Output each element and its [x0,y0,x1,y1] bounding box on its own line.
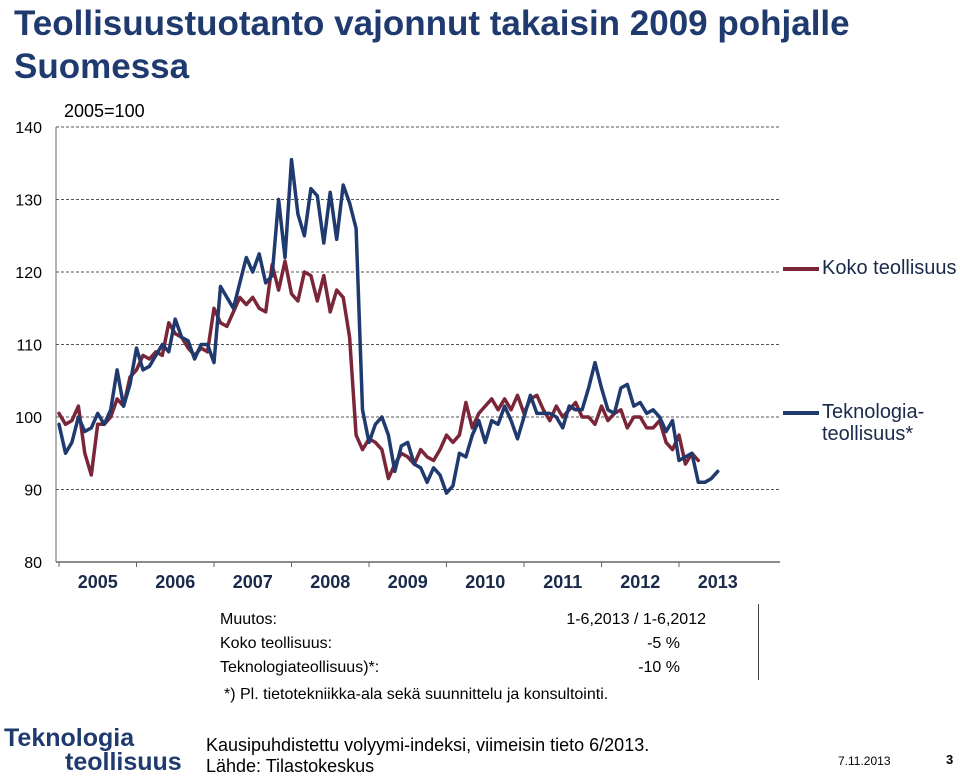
source-note-line-2: Lähde: Tilastokeskus [206,756,375,776]
logo-line-1: Teknologia [4,724,135,752]
footnote: *) Pl. tietotekniikka-ala sekä suunnitte… [224,686,609,703]
series-line-koko-teollisuus [57,259,701,481]
legend-item-koko-teollisuus: Koko teollisuus [783,257,957,279]
page-title: Teollisuustuotanto vajonnut takaisin 200… [14,4,850,86]
x-tick-label: 2006 [155,572,195,592]
change-header-value: 1-6,2013 / 1-6,2012 [566,611,706,628]
x-tick-label: 2010 [465,572,505,592]
logo-line-2: teollisuus [65,748,182,776]
change-header-label: Muutos: [220,611,277,628]
change-row-teknologia: Teknologiateollisuus)*: -10 % [220,656,740,680]
y-tick-label: 140 [15,120,42,137]
teknologiateollisuus-logo: Teknologia teollisuus [4,724,182,776]
source-note: Kausipuhdistettu volyymi-indeksi, viimei… [206,735,649,777]
change-table-header: Muutos: 1-6,2013 / 1-6,2012 [220,608,740,632]
x-tick-label: 2008 [310,572,350,592]
series-line-teknologiateollisuus [57,157,720,495]
index-base-label: 2005=100 [64,101,145,121]
page-number: 3 [946,752,954,767]
x-tick-label: 2009 [388,572,428,592]
legend-label-teknologia: Teknologia-teollisuus* [822,401,925,445]
y-tick-label: 100 [15,410,42,427]
y-tick-label: 130 [15,193,42,210]
line-chart: 80 90 100 110 120 130 140 2005 2006 2007 2008 2009 2… [15,120,780,592]
x-tick-label: 2011 [543,572,582,592]
legend-item-teknologiateollisuus: Teknologia-teollisuus* [783,401,932,445]
y-tick-label: 120 [15,265,42,282]
legend-swatch-koko [783,267,819,271]
change-table: Muutos: 1-6,2013 / 1-6,2012 Koko teollis… [212,604,759,680]
source-note-line-1: Kausipuhdistettu volyymi-indeksi, viimei… [206,735,650,755]
change-row-label: Teknologiateollisuus)*: [220,659,380,676]
legend-label-koko: Koko teollisuus [822,257,957,279]
legend-swatch-teknologia [783,411,819,415]
y-tick-label: 90 [24,483,42,500]
change-row-label: Koko teollisuus: [220,635,333,652]
change-row-value: -10 % [638,659,680,676]
y-tick-label: 110 [16,338,42,355]
y-tick-label: 80 [24,555,42,572]
x-tick-label: 2012 [620,572,660,592]
change-row-koko: Koko teollisuus: -5 % [220,632,740,656]
x-tick-label: 2013 [698,572,738,592]
x-tick-label: 2005 [78,572,118,592]
change-row-value: -5 % [647,635,680,652]
slide-date: 7.11.2013 [838,754,891,768]
x-tick-label: 2007 [233,572,273,592]
